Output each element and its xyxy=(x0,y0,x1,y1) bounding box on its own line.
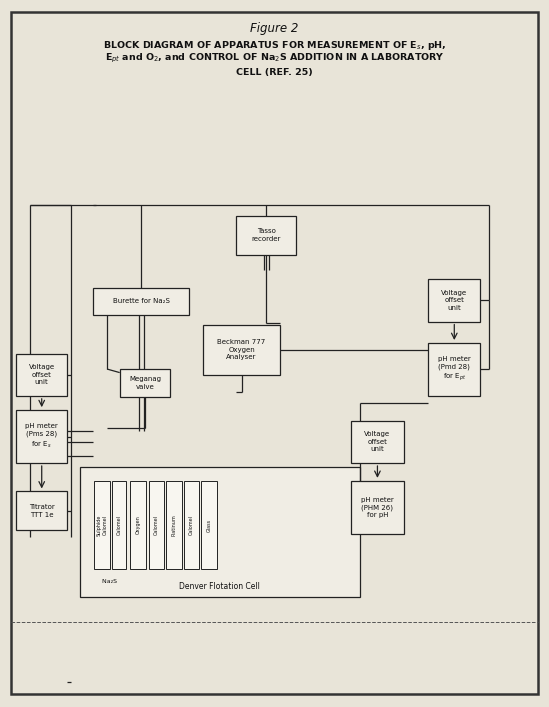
Text: Figure 2: Figure 2 xyxy=(250,22,299,35)
Text: CELL (REF. 25): CELL (REF. 25) xyxy=(236,68,313,76)
Text: Titrator
TTT 1e: Titrator TTT 1e xyxy=(29,504,54,518)
Text: Glass: Glass xyxy=(206,518,212,532)
FancyBboxPatch shape xyxy=(184,481,199,569)
Text: Denver Flotation Cell: Denver Flotation Cell xyxy=(179,583,260,591)
Text: BLOCK DIAGRAM OF APPARATUS FOR MEASUREMENT OF E$_s$, pH,: BLOCK DIAGRAM OF APPARATUS FOR MEASUREME… xyxy=(103,39,446,52)
FancyBboxPatch shape xyxy=(149,481,164,569)
FancyBboxPatch shape xyxy=(428,343,480,396)
Text: pH meter
(PHM 26)
for pH: pH meter (PHM 26) for pH xyxy=(361,496,394,518)
Text: pH meter
(Pmd 28)
for E$_{pt}$: pH meter (Pmd 28) for E$_{pt}$ xyxy=(438,356,470,383)
FancyBboxPatch shape xyxy=(16,354,67,396)
Text: Meganag
valve: Meganag valve xyxy=(129,376,161,390)
Text: Platinum: Platinum xyxy=(171,514,177,536)
Text: pH meter
(Pms 28)
for E$_s$: pH meter (Pms 28) for E$_s$ xyxy=(25,423,58,450)
FancyBboxPatch shape xyxy=(16,410,67,463)
Text: Sulphide
Calomel: Sulphide Calomel xyxy=(97,514,108,536)
FancyBboxPatch shape xyxy=(428,279,480,322)
FancyBboxPatch shape xyxy=(351,421,404,463)
Text: Voltage
offset
unit: Voltage offset unit xyxy=(441,290,467,311)
FancyBboxPatch shape xyxy=(166,481,182,569)
FancyBboxPatch shape xyxy=(351,481,404,534)
Text: E$_{pt}$ and O$_2$, and CONTROL OF Na$_2$S ADDITION IN A LABORATORY: E$_{pt}$ and O$_2$, and CONTROL OF Na$_2… xyxy=(104,52,445,65)
Text: Tasso
recorder: Tasso recorder xyxy=(251,228,281,242)
Text: Beckman 777
Oxygen
Analyser: Beckman 777 Oxygen Analyser xyxy=(217,339,266,361)
FancyBboxPatch shape xyxy=(120,369,170,397)
Text: Calomel: Calomel xyxy=(116,515,122,535)
FancyBboxPatch shape xyxy=(112,481,126,569)
FancyBboxPatch shape xyxy=(80,467,360,597)
Text: Calomel: Calomel xyxy=(154,515,159,535)
Text: Na₂S: Na₂S xyxy=(103,578,119,584)
FancyBboxPatch shape xyxy=(201,481,217,569)
FancyBboxPatch shape xyxy=(203,325,280,375)
FancyBboxPatch shape xyxy=(236,216,296,255)
Text: Oxygen: Oxygen xyxy=(135,515,141,534)
FancyBboxPatch shape xyxy=(130,481,146,569)
Text: Calomel: Calomel xyxy=(189,515,194,535)
FancyBboxPatch shape xyxy=(16,491,67,530)
FancyBboxPatch shape xyxy=(93,288,189,315)
Text: Voltage
offset
unit: Voltage offset unit xyxy=(29,364,55,385)
Text: Burette for Na₂S: Burette for Na₂S xyxy=(113,298,170,304)
Text: Voltage
offset
unit: Voltage offset unit xyxy=(365,431,390,452)
FancyBboxPatch shape xyxy=(94,481,110,569)
